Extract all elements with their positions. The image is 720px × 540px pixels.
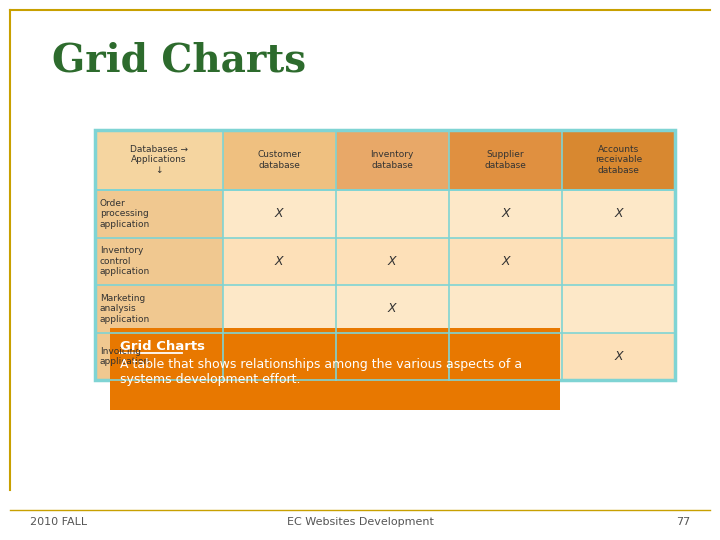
Text: X: X bbox=[501, 255, 510, 268]
Text: Marketing
analysis
application: Marketing analysis application bbox=[100, 294, 150, 323]
Bar bbox=[336, 190, 449, 238]
Bar bbox=[336, 130, 449, 190]
Text: A table that shows relationships among the various aspects of a
systems developm: A table that shows relationships among t… bbox=[120, 358, 522, 386]
Bar bbox=[222, 333, 336, 380]
Bar bbox=[562, 190, 675, 238]
Bar bbox=[110, 328, 560, 410]
Bar bbox=[222, 190, 336, 238]
Bar bbox=[449, 285, 562, 333]
Bar bbox=[222, 285, 336, 333]
Bar bbox=[95, 285, 222, 333]
Bar bbox=[449, 238, 562, 285]
Text: X: X bbox=[275, 207, 284, 220]
Text: Grid Charts: Grid Charts bbox=[52, 42, 306, 80]
Text: Customer
database: Customer database bbox=[257, 150, 301, 170]
Text: Invoicing
application: Invoicing application bbox=[100, 347, 150, 366]
Bar bbox=[222, 130, 336, 190]
Bar bbox=[95, 333, 222, 380]
Text: X: X bbox=[388, 255, 397, 268]
Text: EC Websites Development: EC Websites Development bbox=[287, 517, 433, 527]
Bar bbox=[95, 190, 222, 238]
Bar bbox=[449, 333, 562, 380]
Bar bbox=[336, 238, 449, 285]
Bar bbox=[95, 130, 222, 190]
Text: X: X bbox=[614, 207, 623, 220]
Bar bbox=[95, 238, 222, 285]
Text: Order
processing
application: Order processing application bbox=[100, 199, 150, 228]
Text: Supplier
database: Supplier database bbox=[485, 150, 526, 170]
Text: X: X bbox=[275, 255, 284, 268]
Bar bbox=[336, 285, 449, 333]
Text: Inventory
control
application: Inventory control application bbox=[100, 246, 150, 276]
Text: Grid Charts: Grid Charts bbox=[120, 340, 205, 353]
Bar bbox=[562, 333, 675, 380]
Bar bbox=[562, 285, 675, 333]
Bar bbox=[449, 130, 562, 190]
Bar bbox=[222, 238, 336, 285]
Bar bbox=[562, 130, 675, 190]
Text: Databases →
Applications
↓: Databases → Applications ↓ bbox=[130, 145, 188, 175]
Bar bbox=[562, 238, 675, 285]
Text: X: X bbox=[614, 350, 623, 363]
Text: Inventory
database: Inventory database bbox=[371, 150, 414, 170]
Bar bbox=[449, 190, 562, 238]
Text: Accounts
receivable
database: Accounts receivable database bbox=[595, 145, 642, 175]
Bar bbox=[95, 130, 675, 380]
Text: X: X bbox=[501, 207, 510, 220]
Text: 2010 FALL: 2010 FALL bbox=[30, 517, 87, 527]
Text: X: X bbox=[388, 302, 397, 315]
Bar bbox=[336, 333, 449, 380]
Bar bbox=[95, 130, 675, 380]
Text: 77: 77 bbox=[676, 517, 690, 527]
